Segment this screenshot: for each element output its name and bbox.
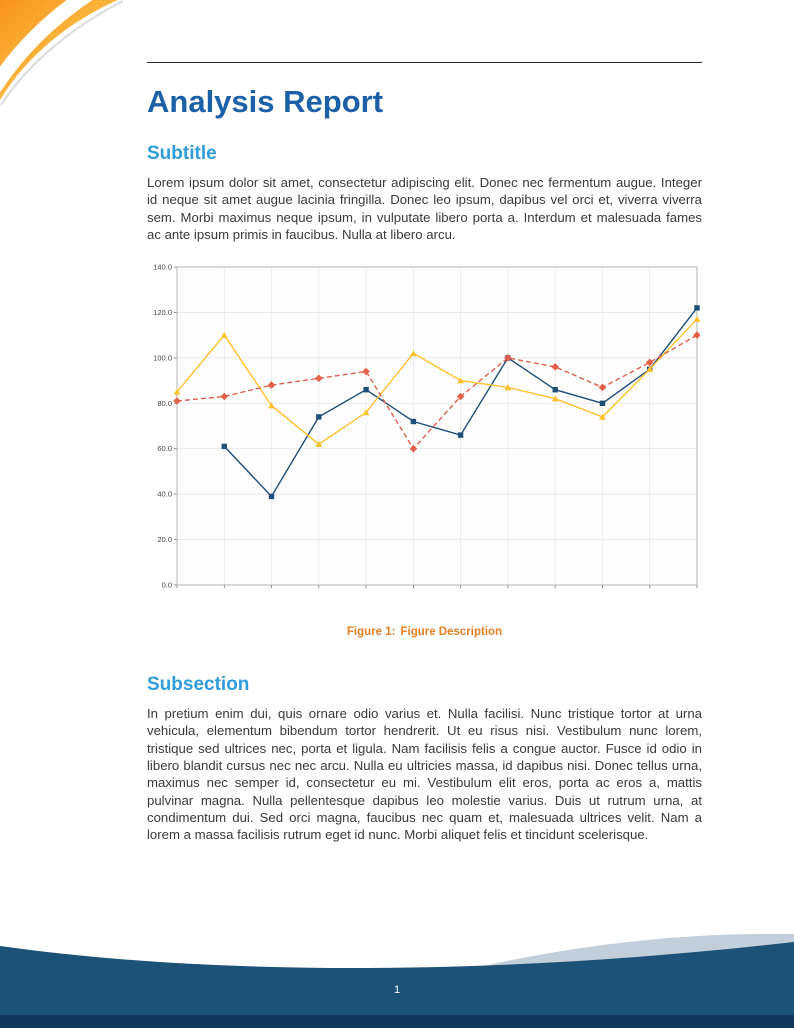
series-red: [176, 334, 698, 451]
top-rule: [147, 62, 702, 63]
figure-caption-text: Figure Description: [400, 626, 503, 639]
svg-text:100.0: 100.0: [153, 354, 172, 363]
figure-caption: Figure 1: Figure Description: [147, 626, 702, 638]
figure-caption-label: Figure 1:: [346, 626, 396, 639]
page-content: Analysis Report Subtitle Lorem ipsum dol…: [147, 0, 702, 844]
svg-text:40.0: 40.0: [157, 490, 172, 499]
report-title: Analysis Report: [147, 84, 384, 119]
footer-wave: 1: [0, 928, 794, 1028]
section-heading-subtitle: Subtitle: [147, 143, 217, 164]
line-chart: 0.0 20.0 40.0 60.0 80.0 100.0 120.0 140.0: [147, 257, 702, 614]
section-heading-subsection: Subsection: [147, 674, 250, 696]
paragraph-intro: Lorem ipsum dolor sit amet, consectetur …: [147, 175, 702, 242]
svg-text:0.0: 0.0: [162, 581, 172, 590]
corner-swoosh-icon: [0, 0, 124, 106]
svg-text:140.0: 140.0: [153, 263, 172, 272]
svg-text:60.0: 60.0: [157, 444, 172, 453]
corner-decoration: [0, 0, 150, 130]
series-yellow: [176, 318, 698, 446]
svg-text:80.0: 80.0: [157, 399, 172, 408]
paragraph-subsection: In pretium enim dui, quis ornare odio va…: [147, 706, 702, 843]
footer-wave-icon: [0, 933, 794, 1028]
page-number: 1: [393, 984, 401, 996]
svg-text:120.0: 120.0: [153, 308, 172, 317]
svg-text:20.0: 20.0: [157, 535, 172, 544]
